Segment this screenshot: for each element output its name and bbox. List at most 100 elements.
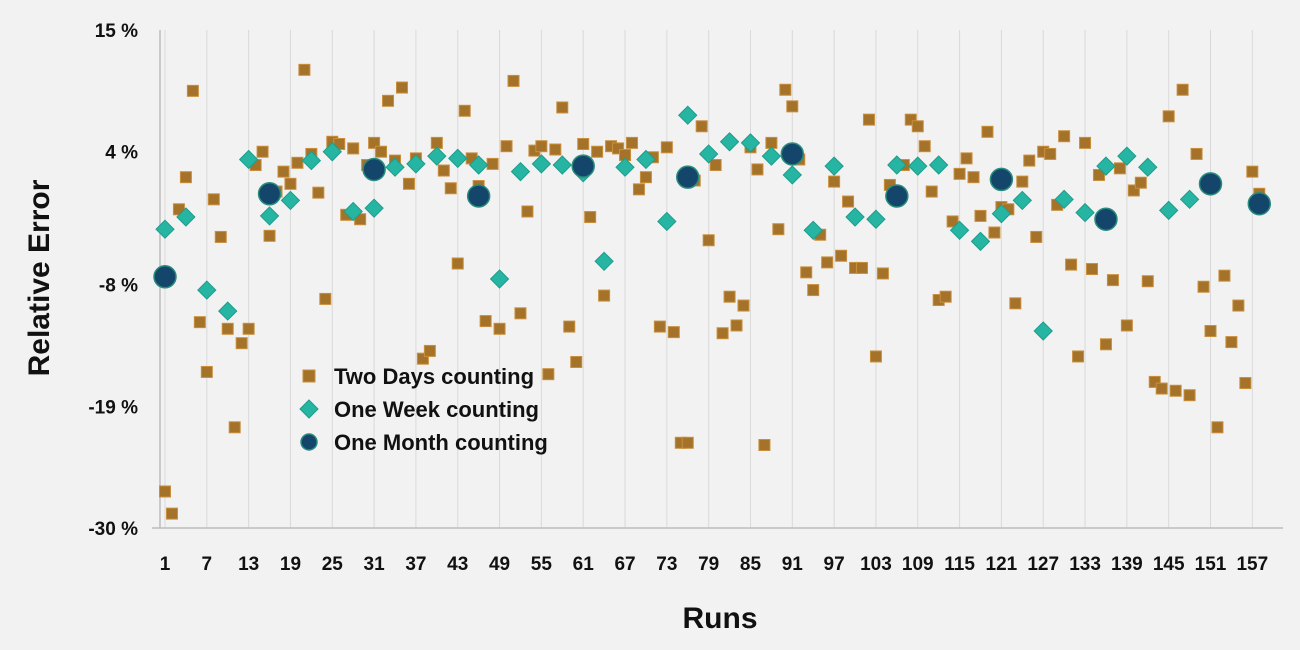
x-tick-label: 109	[902, 554, 934, 575]
x-tick-label: 7	[202, 554, 213, 575]
data-point	[1204, 325, 1217, 338]
data-point	[510, 161, 531, 182]
data-point	[639, 171, 652, 184]
data-point	[782, 165, 803, 185]
data-point	[257, 182, 282, 206]
legend-item: One Month counting	[300, 430, 548, 455]
y-tick-label: -30 %	[88, 519, 138, 540]
data-point	[259, 206, 280, 226]
data-point	[866, 209, 886, 229]
data-point	[974, 209, 987, 222]
data-point	[193, 316, 206, 329]
data-point	[918, 140, 931, 153]
data-point	[493, 322, 506, 335]
legend-label: Two Days counting	[334, 364, 534, 389]
data-point	[1044, 147, 1057, 160]
data-point	[1086, 263, 1099, 276]
x-tick-label: 61	[573, 554, 595, 575]
data-point	[660, 141, 673, 154]
data-point	[322, 142, 342, 162]
data-point	[200, 365, 213, 378]
data-point	[1247, 191, 1272, 216]
data-point	[824, 156, 844, 176]
data-point	[751, 163, 764, 176]
x-tick-label: 151	[1195, 554, 1227, 575]
data-point	[953, 167, 966, 180]
data-point	[835, 249, 848, 262]
data-point	[908, 156, 928, 176]
data-point	[507, 74, 520, 87]
x-tick-label: 139	[1111, 554, 1143, 575]
x-tick-labels: 1 7 13 19 25 31 37 43 49 55 61 67 73 79 85 91 97 103 109 11…	[160, 554, 1268, 575]
data-point	[256, 145, 269, 158]
data-point	[563, 320, 576, 333]
data-point	[284, 177, 297, 190]
data-point	[1197, 280, 1210, 293]
data-point	[723, 290, 736, 303]
data-point	[1246, 165, 1259, 178]
data-point	[1016, 175, 1029, 188]
data-point	[159, 485, 171, 498]
data-point	[1096, 156, 1116, 176]
data-point	[740, 133, 761, 153]
data-point	[1058, 130, 1071, 143]
y-axis-title: Relative Error	[23, 179, 56, 376]
data-point	[960, 152, 973, 165]
data-point	[556, 101, 569, 114]
data-point	[904, 113, 917, 126]
data-point	[186, 84, 199, 97]
data-point	[466, 184, 491, 208]
data-point	[1239, 377, 1252, 390]
data-point	[1198, 172, 1223, 196]
data-point	[698, 144, 719, 164]
data-point	[153, 265, 177, 289]
data-point	[1225, 336, 1238, 349]
data-point	[821, 256, 834, 269]
data-point	[416, 352, 429, 365]
data-point	[531, 154, 552, 174]
data-point	[214, 230, 227, 243]
data-point	[448, 148, 468, 169]
data-point	[468, 155, 489, 175]
data-point	[489, 269, 510, 289]
data-point	[238, 149, 259, 170]
data-point	[577, 137, 590, 150]
data-point	[676, 165, 700, 189]
data-point	[451, 257, 464, 270]
y-tick-label: 4 %	[105, 143, 138, 164]
data-point	[615, 157, 635, 177]
x-tick-label: 121	[986, 554, 1018, 575]
data-point	[939, 290, 952, 303]
data-point	[1169, 384, 1182, 397]
data-point	[402, 177, 415, 190]
data-point	[1030, 230, 1043, 243]
data-point	[584, 211, 597, 224]
x-tick-label: 25	[322, 554, 344, 575]
x-tick-label: 49	[489, 554, 510, 575]
data-point	[988, 226, 1001, 239]
data-point	[1134, 176, 1147, 189]
data-point	[571, 154, 595, 178]
data-point	[1183, 389, 1196, 402]
data-point	[981, 125, 994, 138]
data-point	[591, 145, 604, 158]
data-point	[1117, 146, 1137, 166]
data-point	[970, 231, 991, 252]
data-point	[155, 219, 175, 239]
data-point	[375, 145, 388, 158]
x-tick-label: 19	[280, 554, 301, 575]
data-point	[949, 220, 970, 241]
data-point	[176, 207, 196, 227]
series-circle	[153, 142, 1272, 289]
data-point	[535, 140, 548, 153]
data-point	[681, 436, 694, 449]
data-point	[1127, 184, 1140, 197]
data-point	[862, 113, 875, 126]
data-point	[1023, 154, 1036, 167]
data-point	[570, 356, 583, 368]
data-point	[364, 198, 384, 218]
data-point	[280, 190, 301, 211]
data-point	[347, 142, 360, 155]
